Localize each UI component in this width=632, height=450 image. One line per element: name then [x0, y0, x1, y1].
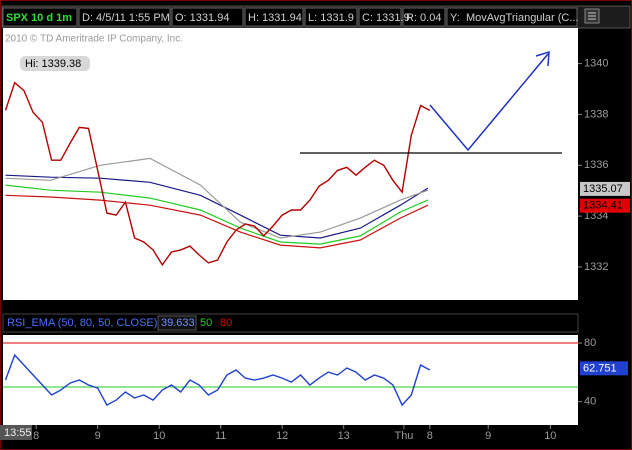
time-box — [0, 425, 32, 440]
high-label: Hi: 1339.38 — [25, 58, 81, 70]
field-box — [2, 7, 78, 27]
close: C: 1331.9 — [362, 12, 410, 24]
arrow-head — [535, 50, 550, 67]
rsi-panel — [3, 335, 578, 425]
price-panel — [3, 28, 578, 300]
x-tick-label: 8 — [33, 430, 39, 442]
last-tag — [580, 361, 628, 376]
rsi-header — [2, 313, 579, 333]
series-line — [4, 81, 431, 267]
rsi-value: 39.633 — [161, 317, 195, 329]
field-box — [402, 7, 446, 27]
field-box — [358, 7, 402, 27]
high: H: 1331.94 — [248, 12, 302, 24]
price-tag-label: 1334.41 — [583, 200, 623, 212]
x-tick-label: 10 — [153, 430, 165, 442]
field-box — [304, 7, 358, 27]
price-tag — [580, 181, 630, 196]
y-tick-label: 1340 — [584, 57, 608, 69]
series-line — [5, 157, 429, 239]
symbol[interactable]: SPX 10 d 1m — [6, 12, 72, 24]
y-field: Y: — [450, 12, 460, 24]
date: D: 4/5/11 1:55 PM — [82, 12, 170, 24]
y-tick-label: 80 — [584, 337, 596, 349]
last-tag-label: 62.751 — [583, 362, 617, 374]
y-tick-label: 1336 — [584, 159, 608, 171]
series-line — [5, 174, 429, 239]
x-tick-label: Thu — [394, 430, 413, 442]
x-tick-label: 9 — [485, 430, 491, 442]
series-line — [4, 353, 431, 407]
field-box — [244, 7, 304, 27]
x-tick-label: 11 — [215, 430, 226, 442]
open: O: 1331.94 — [175, 12, 229, 24]
field-box — [78, 7, 171, 27]
rsi-title: RSI_EMA (50, 80, 50, CLOSE) — [7, 317, 157, 329]
menu-icon-lines — [588, 12, 596, 20]
x-tick-label: 13 — [338, 430, 350, 442]
low: L: 1331.9 — [308, 12, 354, 24]
x-tick-label: 9 — [95, 430, 101, 442]
x-tick-label: 8 — [427, 430, 433, 442]
price-tag-label: 1335.07 — [583, 183, 623, 195]
y-tick-label: 1332 — [584, 261, 608, 273]
price-tag — [580, 198, 630, 213]
drawn-arrow — [429, 53, 549, 152]
level-label: 80 — [220, 317, 232, 329]
y-tick-label: 40 — [584, 396, 596, 408]
range: R: 0.04 — [406, 12, 441, 24]
series-line — [5, 194, 429, 249]
y-tick-label: 1338 — [584, 108, 608, 120]
time-label: 13:55 — [4, 427, 32, 439]
y-tick-label: 1334 — [584, 210, 608, 222]
series-line — [5, 184, 429, 245]
field-box — [171, 7, 244, 27]
x-tick-label: 10 — [544, 430, 556, 442]
study[interactable]: MovAvgTriangular (C... — [466, 12, 578, 24]
field-box — [446, 7, 578, 27]
high-label-box — [20, 56, 90, 71]
rsi-value-box — [157, 315, 197, 331]
x-tick-label: 12 — [276, 430, 288, 442]
copyright: 2010 © TD Ameritrade IP Company, Inc. — [5, 34, 183, 45]
level-label: 50 — [200, 317, 212, 329]
